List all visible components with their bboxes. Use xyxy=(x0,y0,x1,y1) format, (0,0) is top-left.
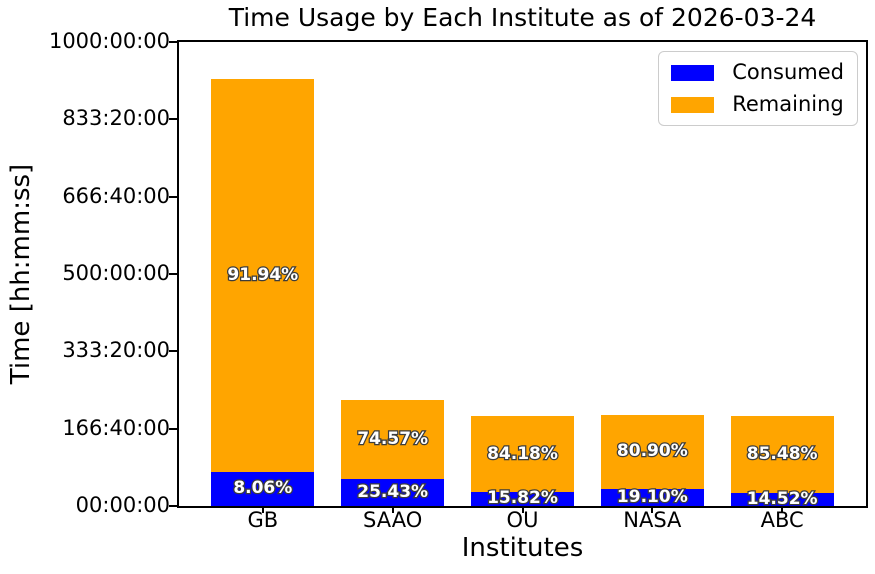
remaining-pct-label: 85.48% xyxy=(746,443,819,465)
x-tick-mark xyxy=(781,506,784,513)
consumed-pct-label: 8.06% xyxy=(232,477,293,499)
legend-item-consumed: Consumed xyxy=(671,62,844,83)
consumed-pct-label: 19.10% xyxy=(616,486,689,508)
x-tick-label-gb: GB xyxy=(247,508,279,532)
y-tick-mark xyxy=(169,505,177,507)
bar-remaining-saao xyxy=(341,400,445,480)
legend-label-remaining: Remaining xyxy=(732,92,844,116)
remaining-pct-label: 84.18% xyxy=(486,443,559,465)
bar-remaining-nasa xyxy=(600,414,704,489)
consumed-pct-label: 14.52% xyxy=(746,488,819,510)
y-tick-label: 166:40:00 xyxy=(62,415,170,440)
bar-consumed-gb xyxy=(211,471,315,506)
y-tick-mark xyxy=(169,195,177,198)
remaining-pct-label: 91.94% xyxy=(226,264,299,286)
y-tick-mark xyxy=(169,350,177,353)
chart-title: Time Usage by Each Institute as of 2026-… xyxy=(228,3,817,32)
bar-remaining-ou xyxy=(471,416,574,492)
remaining-pct-label: 80.90% xyxy=(616,440,689,462)
plot-area: Consumed Remaining 8.06% 91.94% 25.43% 74.5… xyxy=(177,40,868,510)
x-tick-label-saao: SAAO xyxy=(363,508,423,532)
consumed-pct-label: 15.82% xyxy=(486,488,559,510)
legend-label-consumed: Consumed xyxy=(732,60,844,84)
y-axis-label: Time [hh:mm:ss] xyxy=(6,163,36,385)
y-tick-label: 833:20:00 xyxy=(62,106,170,131)
x-tick-mark xyxy=(521,506,524,513)
y-tick-label: 666:40:00 xyxy=(62,183,170,208)
consumed-pct-label: 25.43% xyxy=(356,481,429,503)
y-tick-label: 00:00:00 xyxy=(75,493,170,517)
remaining-swatch-icon xyxy=(671,96,715,113)
remaining-pct-label: 74.57% xyxy=(356,428,429,450)
x-tick-label-nasa: NASA xyxy=(623,508,682,532)
y-tick-mark xyxy=(169,118,177,121)
bar-consumed-nasa xyxy=(600,488,704,506)
bar-consumed-saao xyxy=(341,479,445,506)
bar-remaining-gb xyxy=(211,79,315,472)
y-tick-label: 333:20:00 xyxy=(62,338,170,363)
y-tick-mark xyxy=(169,273,177,275)
x-tick-label-abc: ABC xyxy=(760,508,804,532)
bar-consumed-ou xyxy=(471,491,574,506)
x-axis-label: Institutes xyxy=(461,533,584,563)
bar-remaining-abc xyxy=(730,416,834,493)
x-tick-mark xyxy=(391,506,394,513)
y-tick-label: 1000:00:00 xyxy=(48,29,170,53)
legend: Consumed Remaining xyxy=(658,51,858,126)
consumed-swatch-icon xyxy=(671,64,715,81)
legend-item-remaining: Remaining xyxy=(671,94,844,115)
x-tick-mark xyxy=(261,506,264,513)
bar-consumed-abc xyxy=(730,493,834,506)
x-tick-label-ou: OU xyxy=(506,508,539,532)
y-tick-label: 500:00:00 xyxy=(62,261,170,285)
y-tick-mark xyxy=(169,41,177,43)
x-tick-mark xyxy=(651,506,654,513)
y-tick-mark xyxy=(169,427,177,430)
